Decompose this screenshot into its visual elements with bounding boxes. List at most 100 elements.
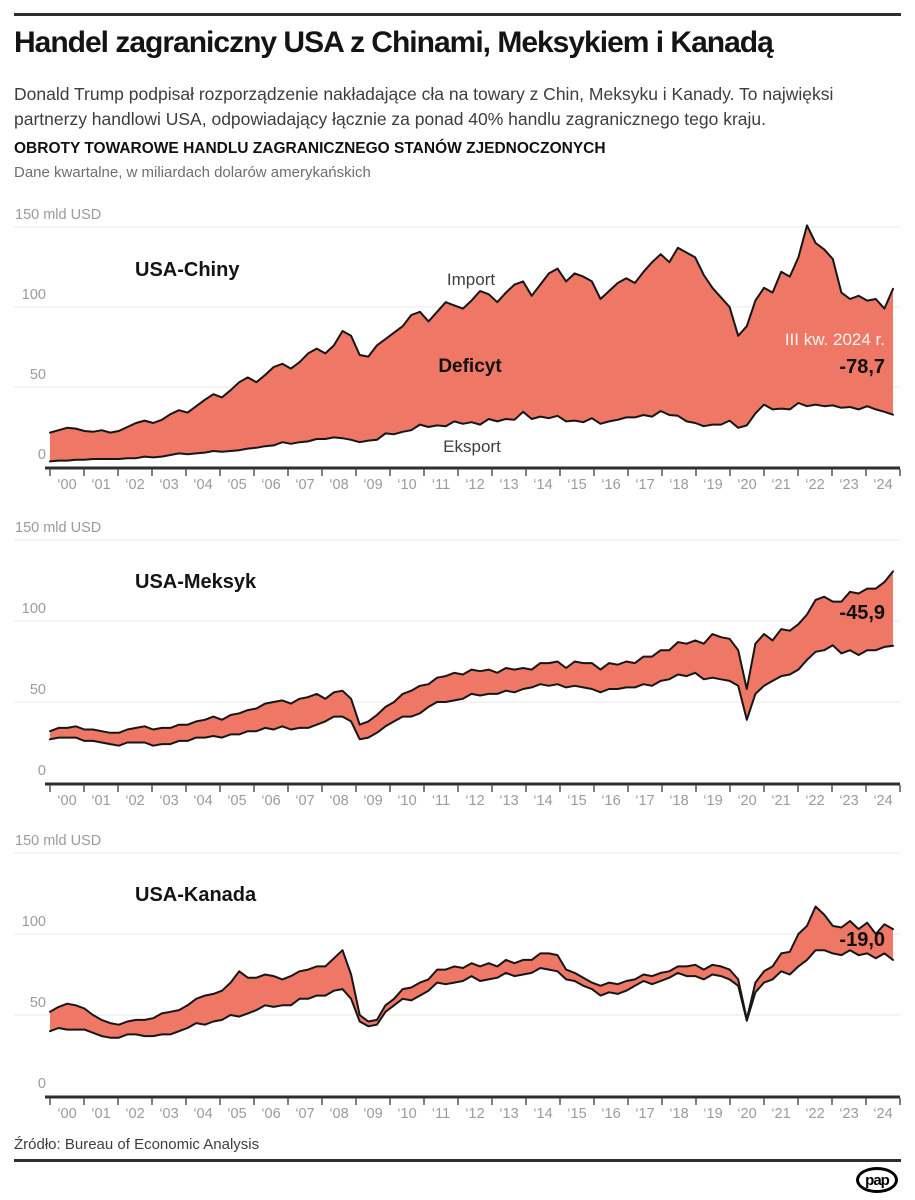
x-tick-label: ‘23 — [839, 477, 858, 493]
export-line — [49, 949, 894, 1039]
x-tick-label: ‘20 — [737, 1106, 756, 1122]
x-tick-label: ‘07 — [295, 793, 314, 809]
chart-title: USA-Chiny — [135, 259, 240, 281]
x-tick-label: ‘19 — [703, 793, 722, 809]
section-subtitle: Dane kwartalne, w miliardach dolarów ame… — [14, 164, 371, 181]
x-tick-label: ‘06 — [261, 1106, 280, 1122]
deficit-band — [50, 225, 893, 462]
annotation-value: -45,9 — [839, 602, 885, 624]
x-tick-label: ‘01 — [91, 1106, 110, 1122]
source-credit: Źródło: Bureau of Economic Analysis — [14, 1136, 260, 1153]
x-tick-label: ‘11 — [432, 477, 450, 493]
y-axis-unit-label: 150 mld USD — [15, 520, 101, 536]
x-tick-label: ‘02 — [125, 793, 144, 809]
import-line — [49, 905, 894, 1026]
annotation-period: III kw. 2024 r. — [785, 330, 885, 349]
y-tick-label: 50 — [30, 367, 46, 383]
x-tick-label: ‘14 — [533, 1106, 552, 1122]
x-tick-label: ‘16 — [601, 1106, 620, 1122]
x-tick-label: ‘10 — [397, 1106, 416, 1122]
x-tick-label: ‘11 — [432, 793, 450, 809]
x-tick-label: ‘23 — [839, 793, 858, 809]
x-tick-label: ‘12 — [465, 477, 484, 493]
x-tick-label: ‘15 — [567, 1106, 586, 1122]
x-tick-label: ‘07 — [295, 477, 314, 493]
x-tick-label: ‘01 — [91, 793, 110, 809]
x-tick-label: ‘17 — [635, 793, 654, 809]
y-tick-label: 100 — [22, 287, 46, 303]
x-tick-label: ‘18 — [669, 1106, 688, 1122]
y-tick-label: 100 — [22, 914, 46, 930]
annotation-value: -78,7 — [839, 356, 885, 378]
deficit-band — [50, 906, 893, 1038]
y-axis-unit-label: 150 mld USD — [15, 207, 101, 223]
y-tick-label: 0 — [38, 447, 46, 463]
x-tick-label: ‘06 — [261, 477, 280, 493]
x-tick-label: ‘14 — [533, 477, 552, 493]
x-tick-label: ‘00 — [57, 793, 76, 809]
chart-title: USA-Meksyk — [135, 571, 257, 593]
x-tick-label: ‘05 — [227, 477, 246, 493]
x-tick-label: ‘24 — [873, 793, 892, 809]
y-tick-label: 100 — [22, 601, 46, 617]
overlay-label: Import — [447, 270, 495, 289]
y-tick-label: 0 — [38, 763, 46, 779]
x-tick-label: ‘05 — [227, 1106, 246, 1122]
x-tick-label: ‘21 — [771, 793, 790, 809]
x-tick-label: ‘14 — [533, 793, 552, 809]
x-tick-label: ‘08 — [329, 477, 348, 493]
top-rule — [14, 13, 901, 16]
x-tick-label: ‘19 — [703, 477, 722, 493]
annotation-value: -19,0 — [839, 929, 885, 951]
x-tick-label: ‘18 — [669, 477, 688, 493]
x-tick-label: ‘22 — [805, 477, 824, 493]
x-tick-label: ‘05 — [227, 793, 246, 809]
x-tick-label: ‘20 — [737, 477, 756, 493]
x-tick-label: ‘08 — [329, 793, 348, 809]
y-tick-label: 50 — [30, 682, 46, 698]
x-tick-label: ‘07 — [295, 1106, 314, 1122]
chart-title: USA-Kanada — [135, 884, 257, 906]
x-tick-label: ‘02 — [125, 1106, 144, 1122]
import-line — [49, 570, 894, 734]
x-tick-label: ‘12 — [465, 1106, 484, 1122]
x-tick-label: ‘21 — [771, 1106, 790, 1122]
deficit-band — [50, 571, 893, 746]
x-tick-label: ‘04 — [193, 477, 212, 493]
x-tick-label: ‘01 — [91, 477, 110, 493]
x-tick-label: ‘16 — [601, 793, 620, 809]
x-tick-label: ‘09 — [363, 793, 382, 809]
x-tick-label: ‘04 — [193, 793, 212, 809]
lead-paragraph: Donald Trump podpisał rozporządzenie nak… — [14, 84, 834, 130]
chart-usa-kanada: 0 50 100 150 mld USD ‘00 ‘01 ‘02 ‘03 ‘04 ‘05 ‘06 ‘0… — [14, 833, 901, 1122]
x-tick-label: ‘13 — [499, 1106, 518, 1122]
x-tick-label: ‘15 — [567, 793, 586, 809]
export-line — [49, 644, 894, 747]
x-tick-label: ‘23 — [839, 1106, 858, 1122]
x-tick-label: ‘21 — [771, 477, 790, 493]
x-tick-label: ‘12 — [465, 793, 484, 809]
x-tick-label: ‘13 — [499, 477, 518, 493]
x-tick-label: ‘00 — [57, 1106, 76, 1122]
export-line — [49, 402, 894, 463]
x-tick-label: ‘03 — [159, 477, 178, 493]
page-title: Handel zagraniczny USA z Chinami, Meksyk… — [14, 26, 774, 59]
x-tick-label: ‘03 — [159, 793, 178, 809]
x-tick-label: ‘08 — [329, 1106, 348, 1122]
x-tick-label: ‘18 — [669, 793, 688, 809]
pap-logo: pap — [856, 1167, 898, 1193]
y-tick-label: 0 — [38, 1076, 46, 1092]
y-axis-unit-label: 150 mld USD — [15, 833, 101, 849]
overlay-label: Eksport — [443, 437, 501, 456]
overlay-label: Deficyt — [438, 356, 502, 377]
x-tick-label: ‘16 — [601, 477, 620, 493]
x-tick-label: ‘03 — [159, 1106, 178, 1122]
x-tick-label: ‘13 — [499, 793, 518, 809]
x-tick-label: ‘22 — [805, 1106, 824, 1122]
chart-usa-meksyk: 0 50 100 150 mld USD ‘00 ‘01 ‘02 ‘03 ‘04 ‘05 ‘06 ‘0… — [14, 520, 901, 809]
x-tick-label: ‘10 — [397, 793, 416, 809]
x-tick-label: ‘24 — [873, 477, 892, 493]
x-tick-label: ‘22 — [805, 793, 824, 809]
x-tick-label: ‘20 — [737, 793, 756, 809]
